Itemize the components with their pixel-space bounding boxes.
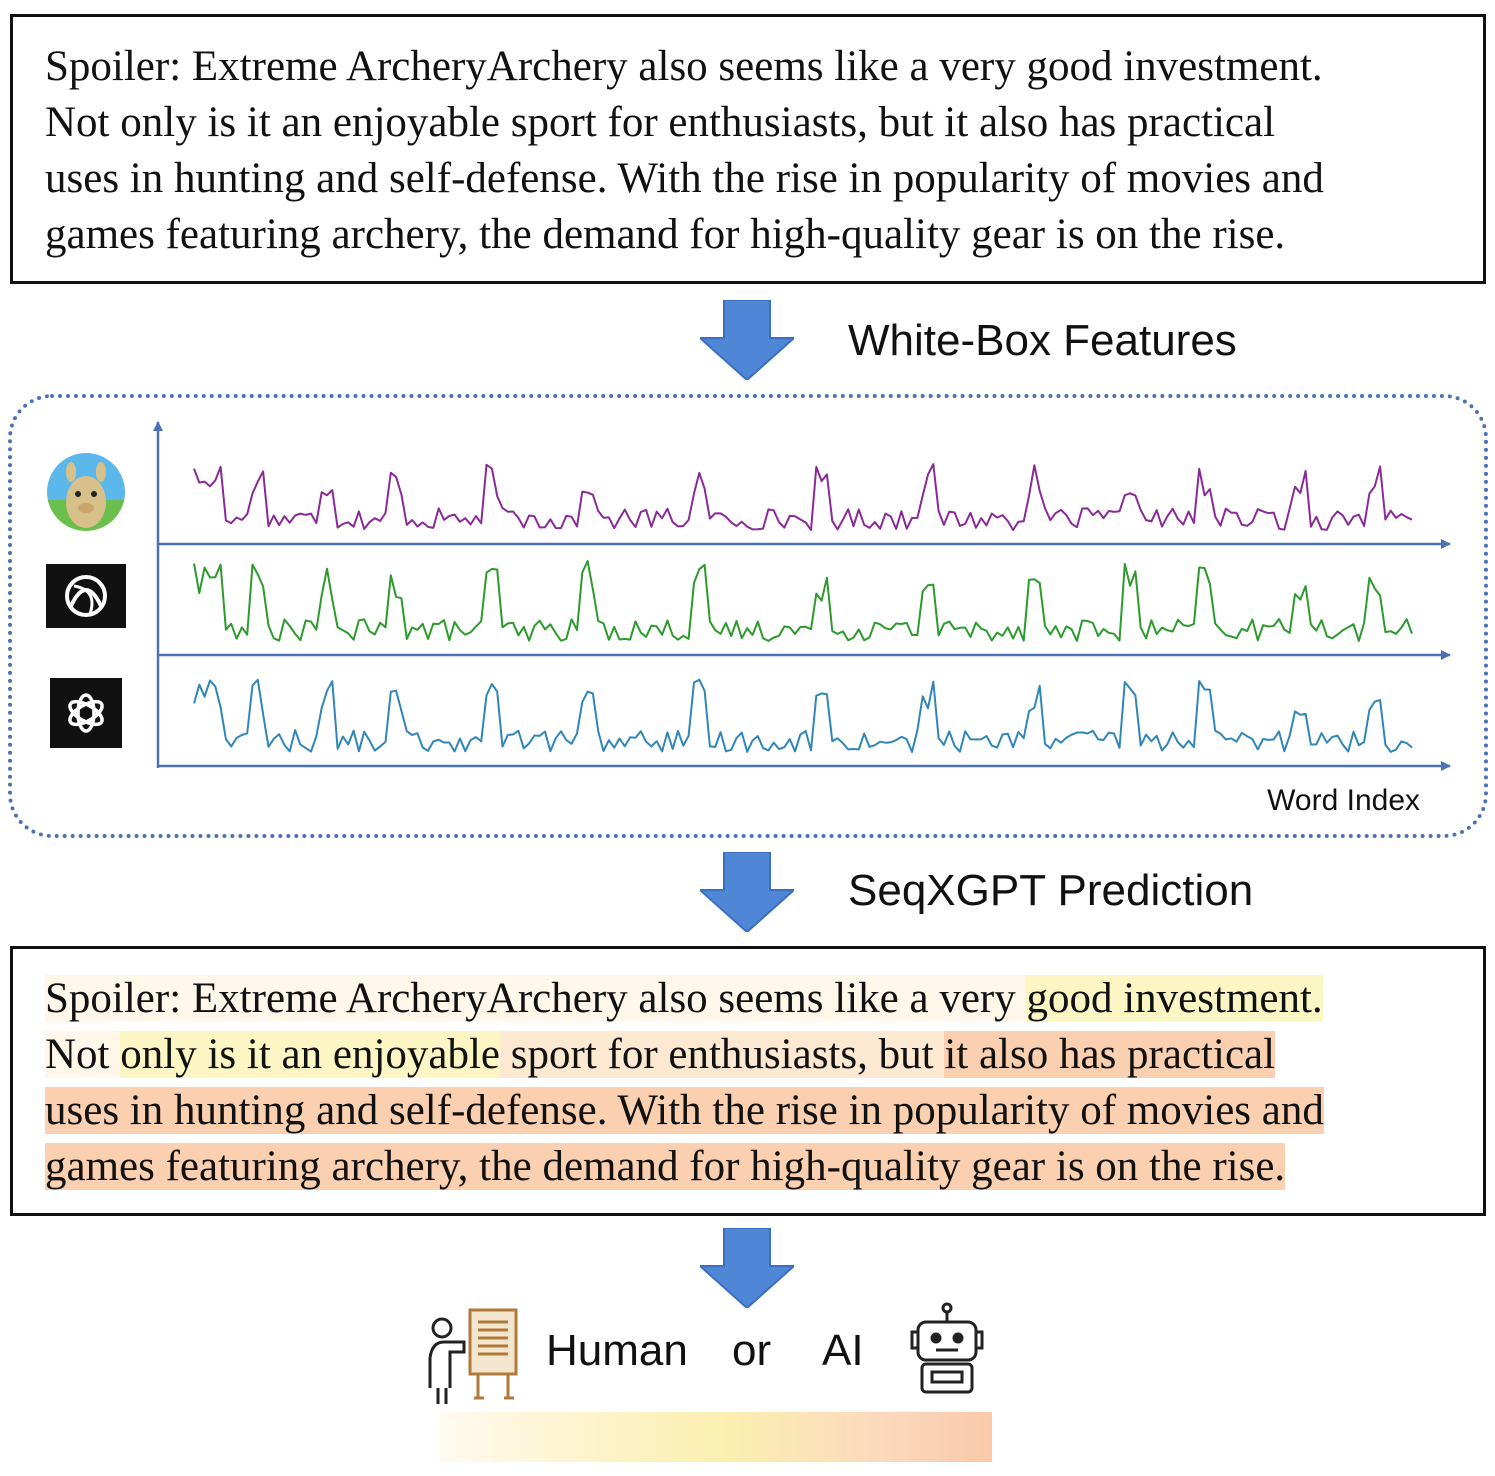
highlighted-line: Not only is it an enjoyable sport for en…	[45, 1027, 1465, 1083]
ai-model-knot-icon	[46, 564, 126, 628]
highlighted-line: games featuring archery, the demand for …	[45, 1139, 1465, 1195]
ai-label: AI	[822, 1326, 864, 1375]
highlighted-segment: it also has practical	[944, 1031, 1276, 1078]
human-label: Human	[546, 1326, 688, 1375]
human-presenter-icon	[428, 1308, 518, 1404]
feature-series-line	[193, 560, 1413, 642]
input-text-box: Spoiler: Extreme ArcheryArchery also see…	[10, 14, 1486, 284]
highlighted-segment: games featuring archery, the demand for …	[45, 1143, 1286, 1190]
highlighted-segment: Not	[45, 1031, 121, 1078]
highlighted-segment: sport for enthusiasts, but	[500, 1031, 945, 1078]
llama-avatar-icon	[47, 453, 125, 531]
highlighted-line: uses in hunting and self-defense. With t…	[45, 1083, 1465, 1139]
highlighted-segment: uses in hunting and self-defense. With t…	[45, 1087, 1324, 1134]
seqxgpt-prediction-label: SeqXGPT Prediction	[848, 866, 1254, 915]
confidence-gradient-bar	[440, 1412, 992, 1462]
down-arrow-icon	[700, 852, 794, 932]
highlighted-segment: Spoiler: Extreme ArcheryArchery also see…	[45, 975, 1027, 1022]
input-line: games featuring archery, the demand for …	[45, 211, 1286, 258]
down-arrow-icon	[700, 300, 794, 380]
down-arrow-icon	[700, 1228, 794, 1308]
highlighted-paragraph: Spoiler: Extreme ArcheryArchery also see…	[45, 971, 1465, 1195]
input-paragraph: Spoiler: Extreme ArcheryArchery also see…	[45, 39, 1465, 263]
prediction-text-box: Spoiler: Extreme ArcheryArchery also see…	[10, 946, 1486, 1216]
feature-series-line	[193, 678, 1413, 753]
highlighted-line: Spoiler: Extreme ArcheryArchery also see…	[45, 971, 1465, 1027]
white-box-features-label: White-Box Features	[848, 316, 1237, 365]
features-plot: Word Index	[153, 421, 1451, 817]
or-label: or	[732, 1326, 772, 1375]
input-line: uses in hunting and self-defense. With t…	[45, 155, 1324, 202]
input-line: Not only is it an enjoyable sport for en…	[45, 99, 1276, 146]
white-box-features-panel	[8, 394, 1488, 838]
robot-icon	[910, 1302, 984, 1394]
highlighted-segment: good investment.	[1026, 975, 1323, 1022]
highlighted-segment: only is it an enjoyable	[120, 1031, 501, 1078]
openai-logo-icon	[50, 678, 122, 748]
x-axis-label: Word Index	[1267, 784, 1420, 817]
feature-series-line	[193, 463, 1413, 531]
input-line: Spoiler: Extreme ArcheryArchery also see…	[45, 43, 1323, 90]
